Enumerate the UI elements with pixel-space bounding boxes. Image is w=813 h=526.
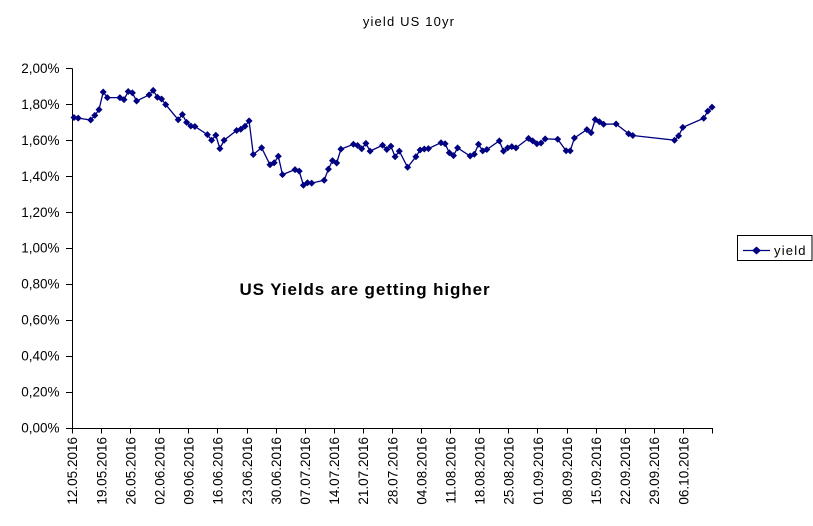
svg-text:28.07.2016: 28.07.2016 bbox=[385, 437, 400, 505]
svg-text:18.08.2016: 18.08.2016 bbox=[473, 437, 488, 505]
svg-text:yield: yield bbox=[774, 243, 807, 258]
svg-text:1,20%: 1,20% bbox=[21, 205, 59, 220]
svg-text:14.07.2016: 14.07.2016 bbox=[327, 437, 342, 505]
svg-text:yield US 10yr: yield US 10yr bbox=[363, 14, 455, 29]
svg-text:23.06.2016: 23.06.2016 bbox=[240, 437, 255, 505]
svg-text:0,60%: 0,60% bbox=[21, 313, 59, 328]
svg-text:0,40%: 0,40% bbox=[21, 349, 59, 364]
svg-text:01.09.2016: 01.09.2016 bbox=[531, 437, 546, 505]
svg-text:08.09.2016: 08.09.2016 bbox=[560, 437, 575, 505]
svg-text:16.06.2016: 16.06.2016 bbox=[211, 437, 226, 505]
svg-text:12.05.2016: 12.05.2016 bbox=[65, 437, 80, 505]
svg-text:22.09.2016: 22.09.2016 bbox=[618, 437, 633, 505]
svg-text:1,00%: 1,00% bbox=[21, 241, 59, 256]
svg-text:25.08.2016: 25.08.2016 bbox=[502, 437, 517, 505]
svg-text:29.09.2016: 29.09.2016 bbox=[647, 437, 662, 505]
svg-text:07.07.2016: 07.07.2016 bbox=[298, 437, 313, 505]
svg-text:1,80%: 1,80% bbox=[21, 97, 59, 112]
svg-text:0,80%: 0,80% bbox=[21, 277, 59, 292]
svg-text:06.10.2016: 06.10.2016 bbox=[676, 437, 691, 505]
svg-text:11.08.2016: 11.08.2016 bbox=[444, 437, 459, 504]
svg-text:30.06.2016: 30.06.2016 bbox=[269, 437, 284, 505]
svg-text:1,40%: 1,40% bbox=[21, 169, 59, 184]
svg-text:19.05.2016: 19.05.2016 bbox=[94, 437, 109, 505]
svg-text:04.08.2016: 04.08.2016 bbox=[414, 437, 429, 505]
svg-text:21.07.2016: 21.07.2016 bbox=[356, 437, 371, 505]
svg-text:09.06.2016: 09.06.2016 bbox=[182, 437, 197, 505]
svg-text:26.05.2016: 26.05.2016 bbox=[123, 437, 138, 505]
svg-text:0,00%: 0,00% bbox=[21, 420, 59, 435]
svg-text:15.09.2016: 15.09.2016 bbox=[589, 437, 604, 505]
svg-text:1,60%: 1,60% bbox=[21, 133, 59, 148]
svg-text:0,20%: 0,20% bbox=[21, 385, 59, 400]
svg-text:2,00%: 2,00% bbox=[21, 61, 59, 76]
svg-text:02.06.2016: 02.06.2016 bbox=[153, 437, 168, 505]
svg-text:US Yields are getting higher: US Yields are getting higher bbox=[240, 280, 491, 299]
